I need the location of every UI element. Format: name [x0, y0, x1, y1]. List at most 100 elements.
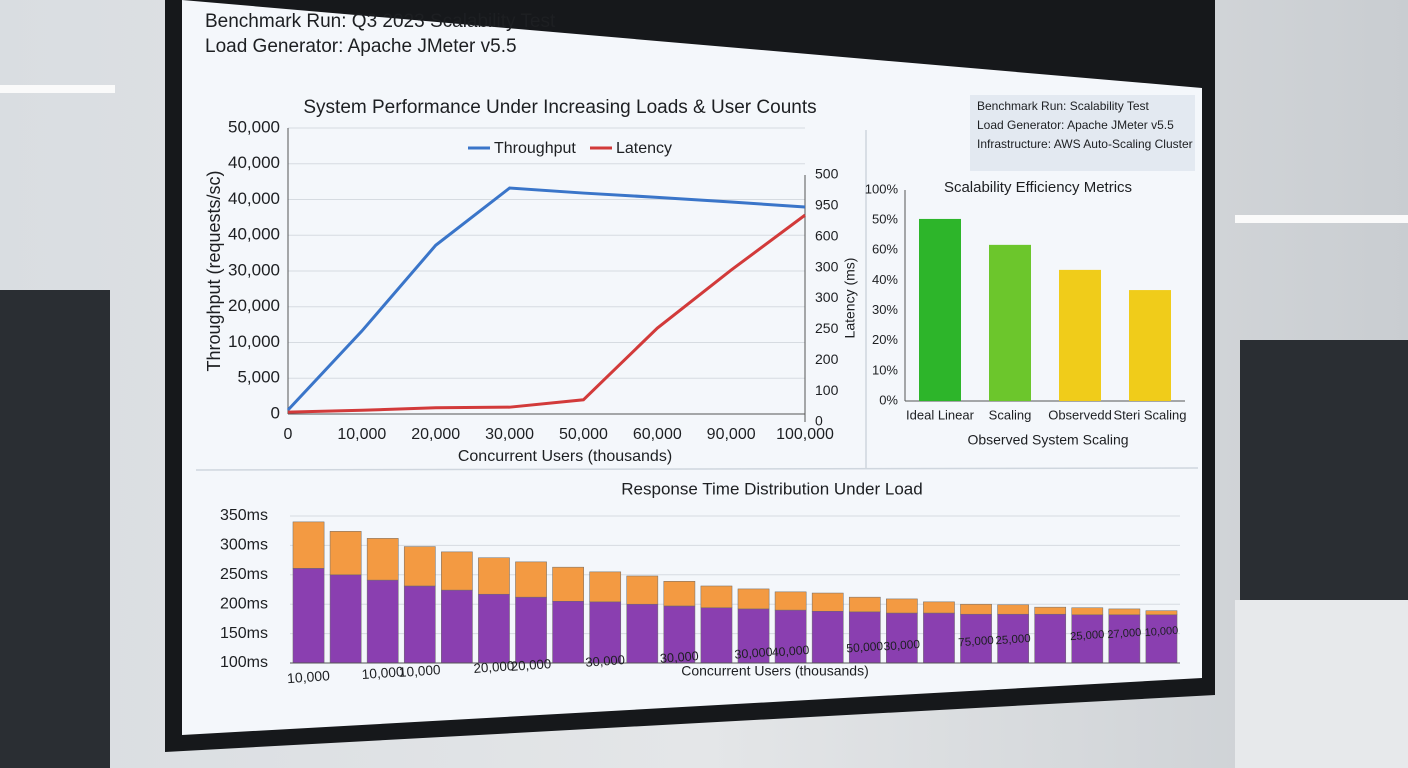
bar	[919, 218, 961, 401]
y-tick-label: 250	[815, 320, 839, 336]
bar-segment	[1145, 610, 1178, 616]
bar-segment	[997, 613, 1029, 664]
bar-segment	[515, 596, 547, 664]
y-tick-label: 30%	[872, 302, 898, 317]
bar-segment	[626, 575, 659, 605]
y-tick-label: 350ms	[220, 507, 268, 524]
bar-segment	[515, 561, 547, 598]
y-tick-label: 200ms	[220, 595, 268, 612]
header-subtitle: Load Generator: Apache JMeter v5.5	[205, 36, 517, 57]
bar	[989, 244, 1031, 401]
x-tick-label: 10,000	[287, 667, 331, 686]
bar-segment	[848, 611, 881, 664]
info-box	[970, 95, 1195, 171]
y-tick-label: 950	[815, 197, 839, 213]
bar-segment	[1145, 614, 1178, 664]
bar	[1059, 269, 1101, 401]
y-tick-label: 0	[271, 403, 280, 422]
x-tick-label: 27,000	[1107, 627, 1142, 641]
y-tick-label: 40%	[872, 272, 898, 287]
y-tick-label: 250ms	[220, 566, 268, 583]
x-axis-title: Concurrent Users (thousands)	[458, 448, 672, 465]
y-axis-title: Throughput (requests/sc)	[204, 170, 224, 371]
bar-segment	[552, 601, 584, 664]
bar-segment	[1071, 614, 1104, 664]
bar-segment	[478, 593, 510, 664]
bar-segment	[403, 546, 436, 587]
y-tick-label: 40,000	[228, 189, 280, 208]
y-tick-label: 20,000	[228, 296, 280, 315]
bar-segment	[441, 551, 473, 591]
y-tick-label: 100%	[865, 181, 899, 196]
bar-segment	[811, 592, 844, 612]
y-tick-label: 300	[815, 258, 839, 274]
x-tick-label: 20,000	[411, 426, 460, 443]
y-tick-label: 100	[815, 382, 839, 398]
bar-segment	[292, 521, 325, 569]
bar-segment	[960, 603, 992, 615]
bar-segment	[1108, 608, 1141, 616]
y-tick-label: 50,000	[228, 117, 280, 136]
bar-segment	[1034, 613, 1067, 664]
bar-segment	[1034, 606, 1067, 615]
chart-title: Response Time Distribution Under Load	[621, 479, 922, 498]
y-tick-label: 0%	[879, 392, 898, 407]
info-line: Benchmark Run: Scalability Test	[977, 99, 1150, 113]
y-tick-label: 500	[815, 166, 839, 182]
x-tick-label: Steri Scaling	[1114, 407, 1187, 422]
x-tick-label: 10,000	[337, 426, 386, 443]
x-tick-label: 25,000	[995, 633, 1031, 647]
bar-segment	[923, 612, 955, 664]
y-tick-label: 30,000	[228, 260, 280, 279]
data-line	[286, 186, 806, 412]
x-tick-label: 90,000	[707, 426, 756, 443]
bar-segment	[478, 557, 510, 595]
bar-segment	[552, 566, 584, 602]
x-tick-label: 10,000	[1144, 625, 1178, 639]
x-tick-label: Scaling	[989, 407, 1032, 422]
y-tick-label: 300	[815, 289, 839, 305]
y-tick-label: 10,000	[228, 332, 280, 351]
bar-segment	[774, 609, 807, 664]
legend-label: Latency	[616, 140, 672, 157]
bar-segment	[589, 571, 622, 603]
header-title: Benchmark Run: Q3 2023 Scalability Test	[205, 11, 556, 32]
y-tick-label: 300ms	[220, 537, 268, 554]
chart-title: System Performance Under Increasing Load…	[303, 97, 816, 118]
bar-segment	[366, 579, 399, 664]
x-tick-label: 100,000	[776, 426, 834, 443]
bar-segment	[848, 596, 881, 613]
y-tick-label: 40,000	[228, 225, 280, 244]
y-tick-label: 0	[815, 413, 823, 429]
bar-segment	[403, 585, 436, 664]
y-tick-label: 10%	[872, 362, 898, 377]
ceiling-light	[0, 85, 115, 93]
x-tick-label: Ideal Linear	[906, 407, 975, 422]
bar-segment	[700, 607, 733, 664]
bar-segment	[329, 574, 362, 664]
legend-label: Throughput	[494, 140, 576, 157]
y-tick-label: 150ms	[220, 625, 268, 642]
bar-segment	[589, 601, 622, 664]
x-tick-label: 25,000	[1070, 629, 1105, 643]
x-tick-label: 30,000	[485, 426, 534, 443]
y-tick-label: 20%	[872, 332, 898, 347]
x-tick-label: 60,000	[633, 426, 682, 443]
bar-segment	[1108, 614, 1141, 664]
bar-segment	[737, 608, 770, 664]
y-tick-label: 5,000	[237, 368, 280, 387]
screen	[182, 0, 1202, 735]
bar-segment	[441, 589, 473, 664]
chart-title: Scalability Efficiency Metrics	[944, 179, 1132, 196]
bar-segment	[923, 601, 955, 614]
y-tick-label: 600	[815, 227, 839, 243]
x-tick-label: 0	[284, 426, 293, 443]
x-tick-label: 50,000	[846, 639, 884, 656]
x-tick-label: 40,000	[771, 643, 810, 660]
y-tick-label: 50%	[872, 212, 898, 227]
bar-segment	[700, 585, 733, 608]
bar-segment	[1071, 607, 1104, 616]
bar-segment	[811, 611, 844, 664]
x-tick-label: 30,000	[659, 649, 699, 666]
